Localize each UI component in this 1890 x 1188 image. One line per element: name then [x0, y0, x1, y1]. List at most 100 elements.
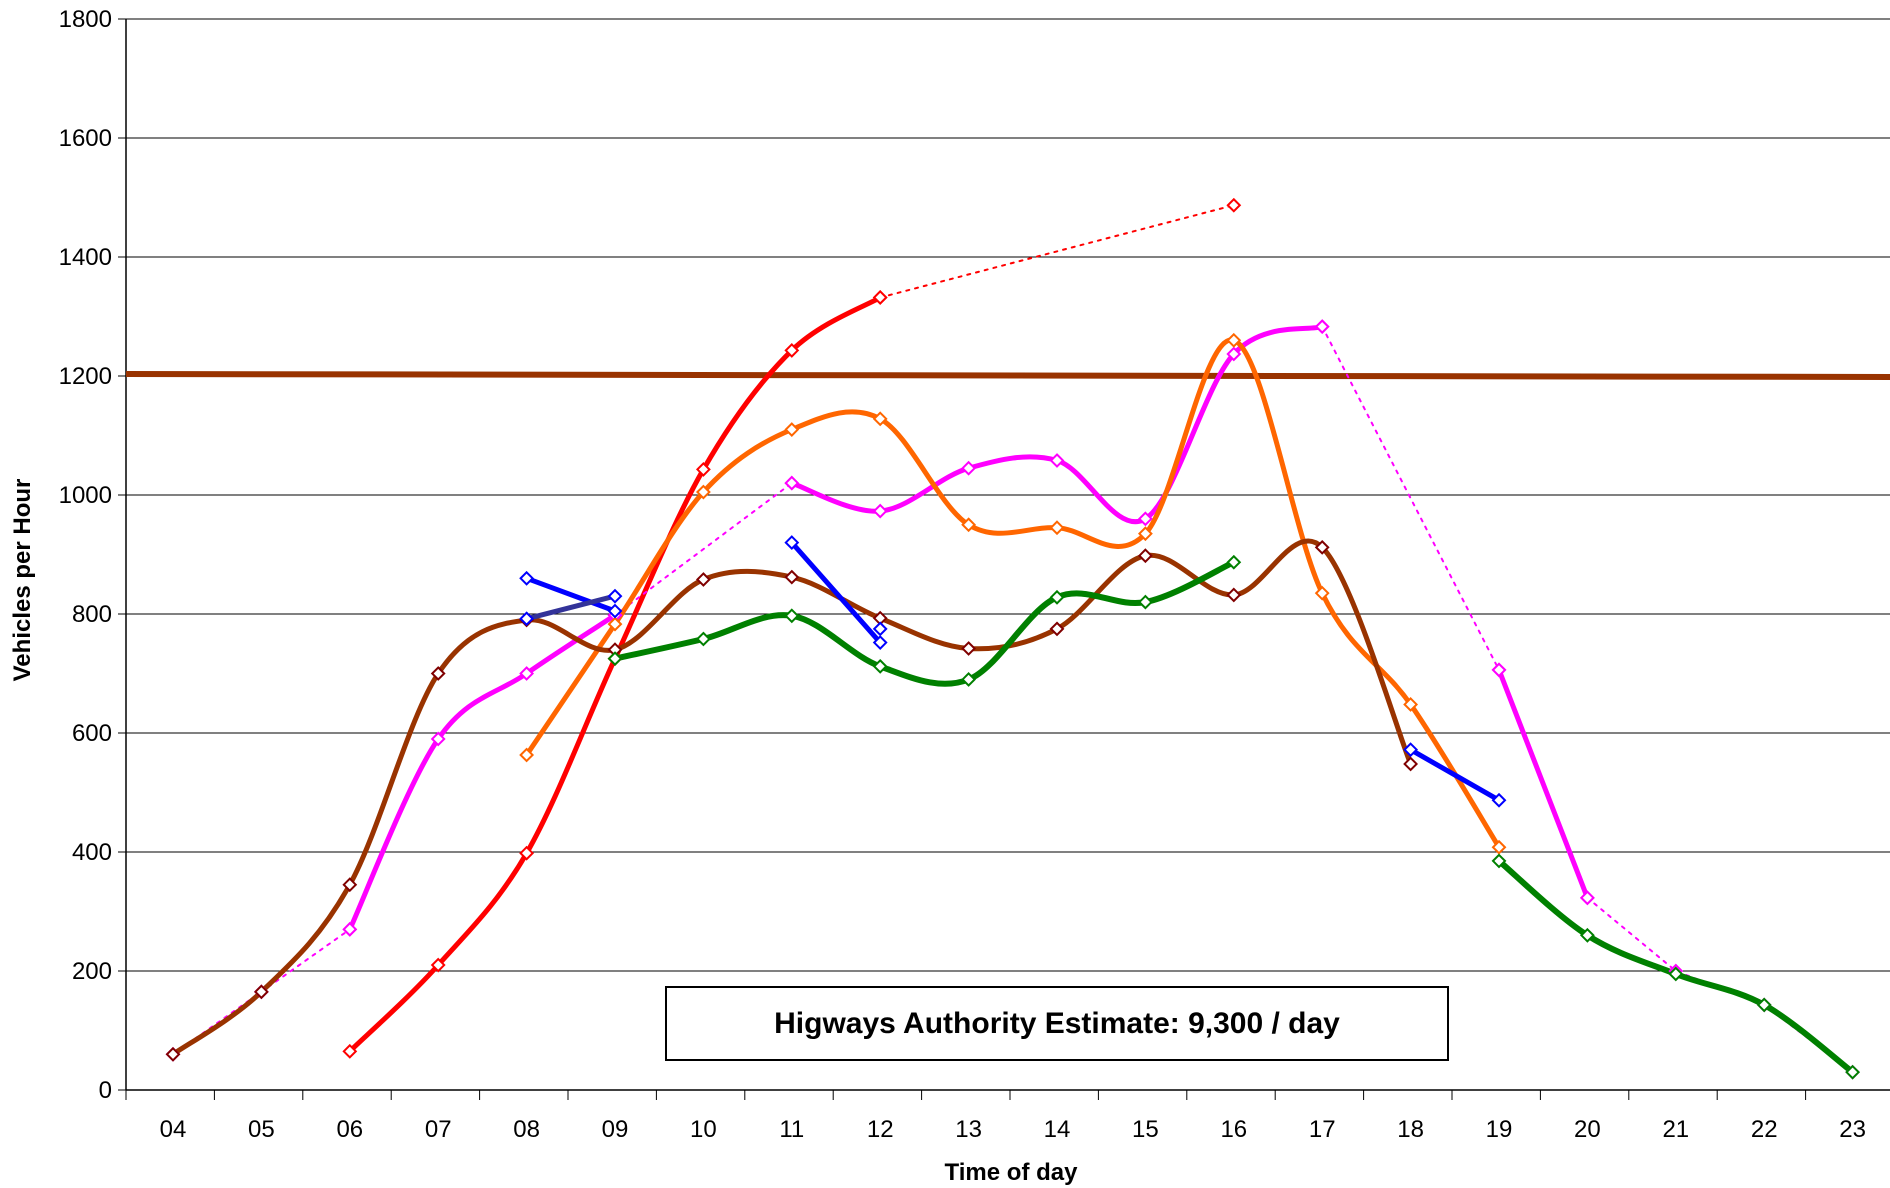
- data-point-marker: [1314, 539, 1330, 555]
- data-point-marker: [872, 411, 888, 427]
- x-tick-label: 14: [1044, 1116, 1071, 1143]
- data-point-marker: [961, 460, 977, 476]
- data-point-marker: [1314, 319, 1330, 335]
- data-point-marker: [253, 984, 269, 1000]
- data-point-marker: [519, 845, 535, 861]
- series-line: [612, 559, 1237, 687]
- x-tick-label: 21: [1662, 1116, 1689, 1143]
- y-axis-title: Vehicles per Hour: [9, 479, 36, 682]
- series-line: [524, 575, 618, 614]
- data-point-marker: [784, 343, 800, 358]
- series-line: [879, 204, 1235, 299]
- data-point-marker: [784, 422, 800, 437]
- data-point-marker: [1756, 997, 1772, 1013]
- data-point-marker: [872, 635, 888, 650]
- data-point-marker: [607, 651, 623, 667]
- data-point-marker: [342, 921, 358, 937]
- data-point-marker: [1049, 520, 1065, 536]
- data-point-marker: [519, 666, 535, 681]
- data-point-marker: [872, 658, 888, 674]
- data-point-marker: [872, 290, 888, 305]
- data-point-marker: [1226, 554, 1242, 570]
- y-tick-label: 1400: [59, 244, 112, 271]
- series-line: [1408, 747, 1502, 803]
- x-tick-label: 11: [779, 1116, 804, 1143]
- data-point-marker: [519, 611, 535, 627]
- data-point-marker: [1579, 927, 1595, 943]
- data-point-marker: [961, 641, 977, 656]
- annotation-box: [665, 986, 1449, 1061]
- series-line: [789, 540, 883, 646]
- data-point-marker: [784, 569, 800, 585]
- y-tick-label: 1800: [59, 6, 112, 33]
- data-point-marker: [607, 616, 623, 632]
- data-point-marker: [1491, 662, 1507, 678]
- annotation-box-group: Higways Authority Estimate: 9,300 / day: [665, 986, 1449, 1061]
- x-tick-label: 15: [1132, 1116, 1159, 1143]
- data-point-marker: [342, 877, 358, 893]
- data-point-marker: [1491, 853, 1507, 869]
- y-tick-label: 0: [99, 1077, 112, 1104]
- data-point-marker: [961, 672, 977, 687]
- data-point-marker: [695, 462, 711, 477]
- data-point-marker: [519, 570, 535, 586]
- data-point-marker: [1137, 511, 1153, 527]
- x-tick-label: 08: [513, 1116, 540, 1143]
- series-line: [1496, 667, 1590, 901]
- x-tick-label: 09: [602, 1116, 629, 1143]
- axes: [125, 19, 1890, 1091]
- data-point-marker: [872, 503, 888, 519]
- data-point-marker: [1845, 1064, 1861, 1080]
- data-point-marker: [784, 608, 800, 624]
- x-tick-label: 06: [336, 1116, 363, 1143]
- data-point-marker: [695, 631, 711, 647]
- x-tick-label: 16: [1220, 1116, 1247, 1143]
- x-tick-label: 19: [1486, 1116, 1513, 1143]
- reference-line-group: [125, 371, 1890, 380]
- data-point-marker: [430, 666, 446, 681]
- y-tick-label: 600: [72, 720, 112, 747]
- data-point-marker: [1226, 332, 1242, 348]
- data-point-marker: [1049, 453, 1065, 468]
- data-point-marker: [1049, 621, 1065, 637]
- x-axis-title: Time of day: [945, 1159, 1079, 1186]
- x-tick-label: 23: [1839, 1116, 1866, 1143]
- data-point-marker: [1137, 548, 1153, 564]
- data-point-marker: [430, 957, 446, 973]
- data-point-marker: [1137, 594, 1153, 610]
- data-point-marker: [872, 621, 888, 637]
- y-tick-labels: 0 200 400 600 800 1000 1200 1400 1600 1800: [59, 6, 112, 1104]
- x-tick-label: 04: [160, 1116, 187, 1143]
- data-point-marker: [784, 475, 800, 491]
- y-tick-label: 1200: [59, 363, 112, 390]
- data-point-marker: [1049, 589, 1065, 605]
- series-line: [614, 482, 793, 617]
- data-point-marker: [1579, 890, 1595, 906]
- x-tick-label: 12: [867, 1116, 894, 1143]
- data-point-marker: [607, 588, 623, 604]
- data-point-marker: [607, 603, 623, 619]
- markers-group: [165, 197, 1861, 1080]
- x-tick-label: 17: [1309, 1116, 1336, 1143]
- data-point-marker: [1137, 526, 1153, 542]
- data-point-marker: [1226, 197, 1242, 213]
- series-line: [524, 593, 618, 622]
- data-point-marker: [1403, 697, 1419, 712]
- x-tick-label: 13: [955, 1116, 982, 1143]
- y-tick-label: 800: [72, 601, 112, 628]
- x-tick-label: 07: [425, 1116, 452, 1143]
- data-point-marker: [1668, 966, 1684, 982]
- x-tick-label: 05: [248, 1116, 275, 1143]
- data-point-marker: [695, 572, 711, 587]
- data-point-marker: [961, 517, 977, 533]
- data-point-marker: [1314, 585, 1330, 601]
- reference-line: [125, 371, 1890, 380]
- data-point-marker: [342, 1043, 358, 1059]
- y-tick-label: 200: [72, 958, 112, 985]
- data-point-marker: [430, 731, 446, 747]
- y-tick-label: 400: [72, 839, 112, 866]
- x-tick-label: 20: [1574, 1116, 1601, 1143]
- data-point-marker: [1403, 742, 1419, 758]
